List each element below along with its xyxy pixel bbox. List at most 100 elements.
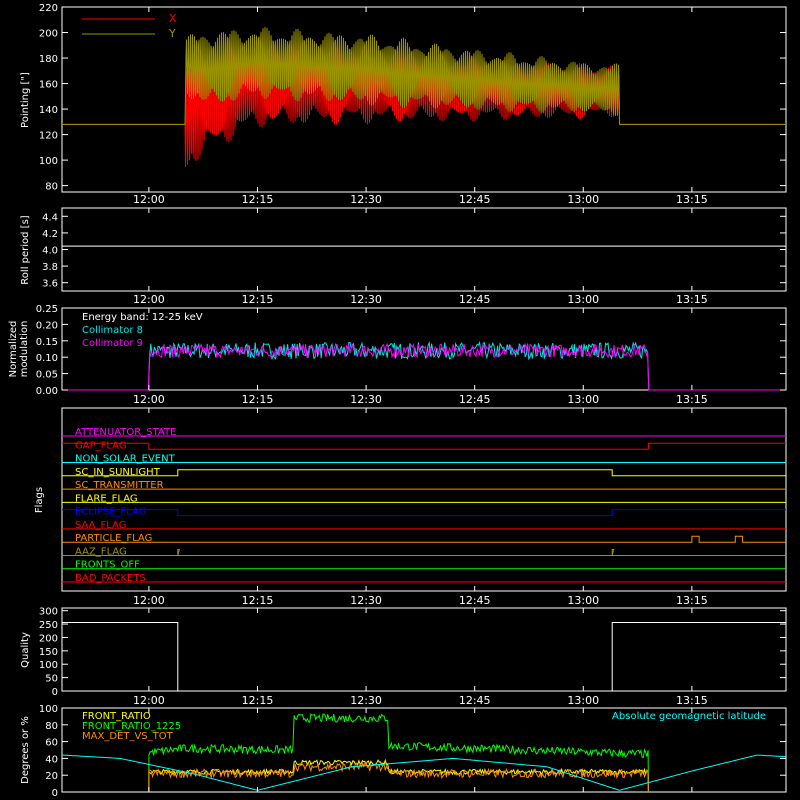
legend-x-label: X xyxy=(169,12,177,25)
y-tick-label: 100 xyxy=(39,156,58,167)
quality-x-ticks: 12:00 12:15 12:30 12:45 13:00 13:15 xyxy=(133,608,708,707)
quality-ylabel: Quality xyxy=(20,632,31,668)
y-tick-label: 140 xyxy=(39,105,58,116)
x-tick-label: 12:15 xyxy=(242,393,274,406)
ratios-axes-frame xyxy=(61,707,787,793)
y-tick-label: 0.20 xyxy=(36,320,58,331)
x-tick-label: 13:15 xyxy=(676,293,708,306)
y-tick-label: 3.8 xyxy=(42,262,58,273)
flag-line-eclipse-flag xyxy=(62,509,786,517)
y-tick-label: 0 xyxy=(52,687,58,698)
x-tick-label: 12:00 xyxy=(133,694,165,707)
y-tick-label: 0.10 xyxy=(36,353,58,364)
flag-label-sc-in-sunlight: SC_IN_SUNLIGHT xyxy=(75,467,161,478)
x-tick-label: 12:30 xyxy=(350,293,382,306)
x-tick-label: 12:45 xyxy=(459,393,491,406)
roll-period-x-ticks: 12:00 12:15 12:30 12:45 13:00 13:15 xyxy=(133,208,708,306)
x-tick-label: 12:45 xyxy=(459,594,491,607)
y-tick-label: 4.0 xyxy=(42,246,58,257)
y-tick-label: 120 xyxy=(39,131,58,142)
y-tick-label: 180 xyxy=(39,54,58,65)
x-tick-label: 13:15 xyxy=(676,694,708,707)
modulation-ylabel-line2: modulation xyxy=(19,321,30,378)
y-tick-label: 200 xyxy=(39,633,58,644)
flag-label-non-solar-event: NON_SOLAR_EVENT xyxy=(75,454,176,465)
flag-label-sc-transmitter: SC_TRANSMITTER xyxy=(75,480,164,491)
modulation-y-ticks: 0.00 0.05 0.10 0.15 0.20 0.25 xyxy=(36,304,786,397)
x-tick-label: 13:00 xyxy=(567,293,599,306)
flag-label-aaz-flag: AAZ_FLAG xyxy=(75,546,127,557)
flag-label-attenuator-state: ATTENUATOR_STATE xyxy=(75,427,176,438)
x-tick-label: 13:00 xyxy=(567,193,599,206)
modulation-x-ticks: 12:00 12:15 12:30 12:45 13:00 13:15 xyxy=(133,308,708,406)
y-tick-label: 200 xyxy=(39,29,58,40)
x-tick-label: 12:00 xyxy=(133,193,165,206)
modulation-axes-frame xyxy=(61,307,787,391)
y-tick-label: 0.25 xyxy=(36,304,58,315)
x-tick-label: 12:30 xyxy=(350,594,382,607)
quality-line xyxy=(62,622,786,692)
flag-label-eclipse-flag: ECLIPSE_FLAG xyxy=(75,507,146,518)
x-tick-label: 12:15 xyxy=(242,694,274,707)
quality-y-ticks: 0 50 100 150 200 250 300 xyxy=(39,607,786,698)
pointing-ylabel: Pointing ["] xyxy=(20,72,31,128)
y-tick-label: 150 xyxy=(39,647,58,658)
y-tick-label: 300 xyxy=(39,607,58,618)
legend-max-det-vs-tot: MAX_DET_VS_TOT xyxy=(82,731,174,742)
pointing-series xyxy=(62,26,786,167)
y-tick-label: 0.05 xyxy=(36,370,58,381)
ratio-series-absolute-geomagnetic-latitude xyxy=(61,754,786,791)
ratios-panel: 0 20 40 60 80 100 Degrees or % FRONT_RATIO FR… xyxy=(20,704,787,799)
y-tick-label: 80 xyxy=(45,721,58,732)
ratios-ylabel: Degrees or % xyxy=(20,716,31,784)
roll-period-panel: 3.6 3.8 4.0 4.2 4.4 12:00 12:15 12:30 12:45 13:0… xyxy=(20,207,787,306)
x-tick-label: 13:15 xyxy=(676,594,708,607)
y-tick-label: 20 xyxy=(45,771,58,782)
x-tick-label: 12:00 xyxy=(133,393,165,406)
flag-line-particle-flag xyxy=(62,535,786,543)
flags-panel: ATTENUATOR_STATE GAP_FLAG NON_SOLAR_EVENT S… xyxy=(34,407,787,607)
flag-label-fronts-off: FRONTS_OFF xyxy=(75,560,140,571)
modulation-ylabel-line1: Normalized xyxy=(8,321,19,378)
flag-label-bad-packets: BAD_PACKETS xyxy=(75,573,146,584)
modulation-energy-band: Energy band: 12-25 keV xyxy=(82,312,203,323)
legend-front-ratio-1225: FRONT_RATIO_1225 xyxy=(82,721,181,732)
y-tick-label: 220 xyxy=(39,3,58,14)
y-tick-label: 80 xyxy=(45,182,58,193)
x-tick-label: 12:45 xyxy=(459,694,491,707)
flag-label-saa-flag: SAA_FLAG xyxy=(75,520,126,531)
x-tick-label: 12:15 xyxy=(242,293,274,306)
flag-label-gap-flag: GAP_FLAG xyxy=(75,440,127,451)
y-tick-label: 0.00 xyxy=(36,386,58,397)
x-tick-label: 13:00 xyxy=(567,393,599,406)
x-tick-label: 12:30 xyxy=(350,393,382,406)
x-tick-label: 12:15 xyxy=(242,193,274,206)
y-tick-label: 0.15 xyxy=(36,337,58,348)
flag-line-aaz-flag xyxy=(62,549,786,556)
x-tick-label: 12:45 xyxy=(459,293,491,306)
y-tick-label: 60 xyxy=(45,738,58,749)
flags-x-ticks: 12:00 12:15 12:30 12:45 13:00 13:15 xyxy=(133,408,708,607)
flag-label-particle-flag: PARTICLE_FLAG xyxy=(75,533,152,544)
x-tick-label: 12:00 xyxy=(133,594,165,607)
y-tick-label: 100 xyxy=(39,660,58,671)
pointing-series-y xyxy=(62,26,786,125)
y-tick-label: 160 xyxy=(39,80,58,91)
flag-line-sc-in-sunlight xyxy=(62,469,786,477)
y-tick-label: 0 xyxy=(52,788,58,799)
x-tick-label: 12:45 xyxy=(459,193,491,206)
roll-period-ylabel: Roll period [s] xyxy=(20,215,31,284)
ratio-series-max-det-vs-tot xyxy=(148,761,649,793)
legend-y-label: Y xyxy=(168,27,176,40)
flag-label-flare-flag: FLARE_FLAG xyxy=(75,493,138,504)
quality-series xyxy=(62,622,786,692)
legend-front-ratio: FRONT_RATIO xyxy=(82,711,151,722)
flags-axes-frame xyxy=(61,407,787,592)
roll-period-y-ticks: 3.6 3.8 4.0 4.2 4.4 xyxy=(42,212,786,290)
x-tick-label: 13:00 xyxy=(567,594,599,607)
y-tick-label: 40 xyxy=(45,754,58,765)
y-tick-label: 100 xyxy=(39,704,58,715)
x-tick-label: 12:30 xyxy=(350,694,382,707)
